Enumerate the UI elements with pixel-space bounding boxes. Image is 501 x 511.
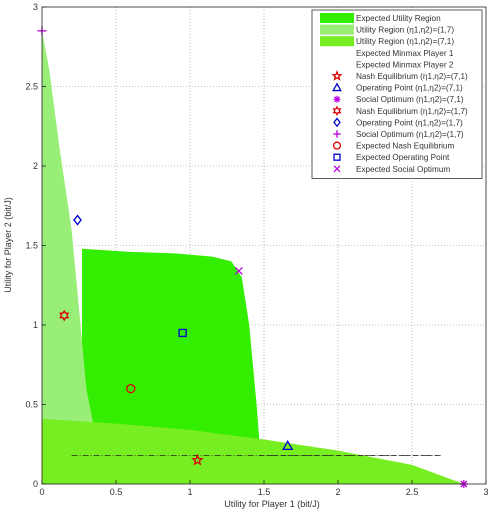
legend-label: Operating Point (η1,η2)=(1,7) (356, 118, 463, 127)
legend-marker-pentagram (331, 70, 343, 81)
expected-utility-region (82, 248, 260, 453)
utility-region-1-7 (42, 30, 94, 427)
legend-item: Expected Utility Region (320, 13, 441, 23)
data-point-triangle (282, 440, 294, 450)
data-point-circle (126, 383, 136, 394)
legend-label: Social Optimum (η1,η2)=(7,1) (356, 95, 464, 104)
y-tick-label: 3 (33, 2, 38, 12)
legend-swatch (320, 36, 354, 47)
x-tick-label: 2.5 (406, 487, 419, 497)
legend-item: Expected Minmax Player 2 (356, 60, 454, 69)
legend-marker-triangle (332, 82, 342, 92)
x-tick-label: 1.5 (258, 487, 271, 497)
x-tick-label: 2 (335, 487, 340, 497)
legend-label: Social Optimum (η1,η2)=(1,7) (356, 130, 464, 139)
y-tick-label: 1.5 (25, 241, 38, 251)
y-tick-label: 0.5 (25, 400, 38, 410)
y-axis-label: Utility for Player 2 (bit/J) (3, 197, 13, 293)
legend-item: Operating Point (η1,η2)=(1,7) (333, 117, 463, 128)
legend-marker-asterisk (333, 95, 341, 103)
legend-label: Utility Region (η1,η2)=(1,7) (356, 26, 454, 35)
y-tick-label: 0 (33, 479, 38, 489)
x-tick-label: 0.5 (110, 487, 123, 497)
x-tick-label: 1 (187, 487, 192, 497)
legend-label: Expected Minmax Player 1 (356, 49, 454, 58)
legend: Expected Utility Region Utility Region (η… (311, 9, 483, 179)
legend-item: Nash Equilibrium (η1,η2)=(1,7) (332, 105, 468, 116)
legend-item: Nash Equilibrium (η1,η2)=(7,1) (331, 70, 468, 81)
x-tick-label: 0 (39, 487, 44, 497)
x-axis-label: Utility for Player 1 (bit/J) (224, 499, 320, 509)
legend-label: Expected Utility Region (356, 14, 441, 23)
legend-label: Utility Region (η1,η2)=(7,1) (356, 37, 454, 46)
legend-label: Operating Point (η1,η2)=(7,1) (356, 84, 463, 93)
y-tick-label: 2.5 (25, 82, 38, 92)
legend-label: Nash Equilibrium (η1,η2)=(1,7) (356, 107, 468, 116)
data-point-hexagram (59, 309, 70, 322)
legend-swatch (320, 24, 354, 35)
legend-item: Utility Region (η1,η2)=(1,7) (320, 24, 454, 35)
legend-marker-circle (332, 141, 342, 150)
data-point-diamond (73, 214, 82, 226)
legend-item: Expected Nash Equilibrium (332, 141, 454, 151)
legend-label: Expected Operating Point (356, 153, 450, 162)
legend-item: Social Optimum (η1,η2)=(1,7) (333, 130, 464, 139)
legend-label: Expected Nash Equilibrium (356, 142, 454, 151)
legend-swatch (320, 13, 354, 23)
legend-item: Expected Social Optimum (333, 165, 450, 174)
data-point-x (234, 266, 243, 275)
utility-regions (42, 30, 464, 484)
legend-item: Expected Minmax Player 1 (356, 49, 454, 58)
x-tick-label: 3 (483, 487, 488, 497)
utility-region-7-1 (42, 418, 464, 484)
legend-item: Social Optimum (η1,η2)=(7,1) (333, 95, 464, 104)
legend-marker-square (333, 153, 341, 161)
data-point-pentagram (191, 453, 204, 466)
data-point-square (178, 328, 187, 338)
legend-label: Expected Minmax Player 2 (356, 60, 454, 69)
legend-marker-x (333, 165, 341, 173)
legend-marker-diamond (333, 117, 341, 128)
legend-label: Nash Equilibrium (η1,η2)=(7,1) (356, 72, 468, 81)
legend-label: Expected Social Optimum (356, 165, 450, 174)
legend-item: Operating Point (η1,η2)=(7,1) (332, 82, 463, 93)
legend-marker-plus (333, 130, 341, 138)
y-tick-label: 1 (33, 320, 38, 330)
legend-marker-hexagram (332, 105, 342, 116)
axes: 0 0.5 1 1.5 2 2.5 3 0 0.5 1 1.5 2 2.5 3 (25, 2, 488, 497)
legend-item: Utility Region (η1,η2)=(7,1) (320, 36, 454, 47)
y-tick-label: 2 (33, 161, 38, 171)
legend-item: Expected Operating Point (333, 153, 450, 162)
